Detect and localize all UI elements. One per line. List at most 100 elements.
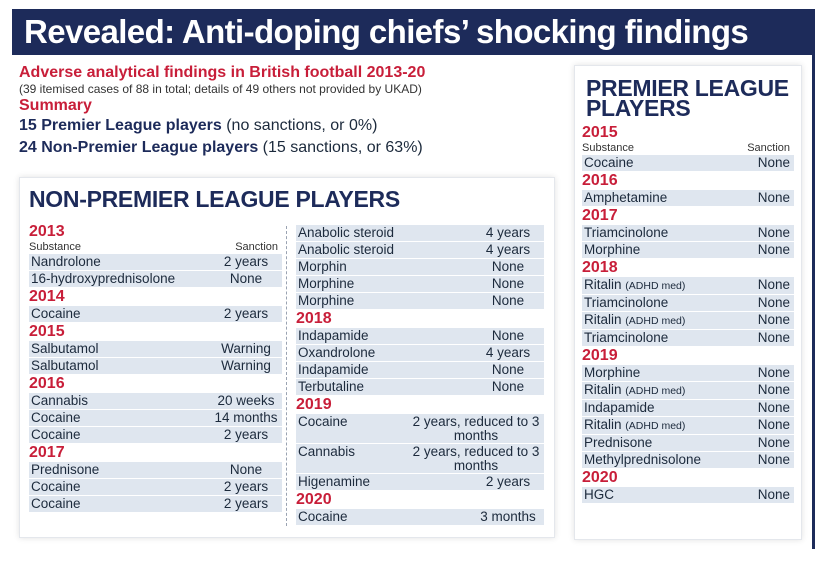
- year-label: 2019: [296, 396, 332, 413]
- frame-border: [812, 9, 815, 549]
- sanction-cell: 2 years, reduced to 3 months: [412, 414, 540, 443]
- substance-cell: Terbutaline: [298, 379, 364, 395]
- substance-name: Cocaine: [31, 427, 81, 442]
- table-row: Nandrolone 2 years: [29, 254, 282, 270]
- non-premier-column-1: 2013 Substance Sanction Nandrolone 2 years 16…: [29, 223, 282, 513]
- non-premier-column-2: Anabolic steroid 4 years Anabolic steroid 4…: [296, 225, 544, 526]
- non-premier-title: NON-PREMIER LEAGUE PLAYERS: [29, 186, 400, 212]
- sanction-cell: 4 years: [485, 225, 531, 240]
- sanction-cell: None: [491, 276, 525, 291]
- substance-cell: Morphine: [584, 242, 640, 258]
- substance-name: Prednisone: [31, 462, 100, 477]
- substance-note: (ADHD med): [625, 420, 686, 432]
- table-row: Morphine None: [296, 276, 544, 292]
- substance-name: Methylprednisolone: [584, 452, 702, 467]
- substance-cell: Triamcinolone: [584, 330, 668, 346]
- sanction-cell: None: [491, 379, 525, 394]
- table-row: Ritalin (ADHD med) None: [582, 417, 794, 434]
- substance-name: Salbutamol: [31, 341, 99, 356]
- year-label: 2017: [582, 207, 618, 224]
- sanction-cell: 2 years: [223, 306, 269, 321]
- substance-name: Indapamide: [298, 362, 369, 377]
- substance-name: Cocaine: [31, 306, 81, 321]
- sanction-cell: None: [229, 271, 263, 286]
- substance-cell: Cocaine: [31, 496, 81, 512]
- substance-name: Ritalin: [584, 277, 622, 292]
- substance-cell: Ritalin (ADHD med): [584, 382, 685, 399]
- substance-name: Cannabis: [31, 393, 89, 408]
- substance-name: HGC: [584, 487, 614, 502]
- substance-cell: 16-hydroxyprednisolone: [31, 271, 175, 287]
- table-row: Amphetamine None: [582, 190, 794, 206]
- substance-name: Morphine: [584, 365, 641, 380]
- sanction-cell: None: [491, 328, 525, 343]
- table-row: Morphine None: [582, 242, 794, 258]
- table-row: Triamcinolone None: [582, 330, 794, 346]
- sanction-cell: None: [757, 417, 790, 432]
- substance-name: Salbutamol: [31, 358, 99, 373]
- year-label: 2018: [582, 259, 618, 276]
- substance-cell: Ritalin (ADHD med): [584, 417, 685, 434]
- sanction-cell: 4 years: [485, 242, 531, 257]
- table-row: Morphine None: [582, 365, 794, 381]
- substance-name: Ritalin: [584, 417, 622, 432]
- substance-name: Triamcinolone: [584, 225, 669, 240]
- premier-league-panel: PREMIER LEAGUE PLAYERS 2015 Substance Sanc…: [574, 65, 802, 540]
- table-row: Cannabis 2 years, reduced to 3 months: [296, 444, 544, 473]
- table-row: Prednisone None: [29, 462, 282, 478]
- substance-cell: Oxandrolone: [298, 345, 375, 361]
- sanction-cell: None: [757, 435, 790, 450]
- sanction-header: Sanction: [747, 142, 790, 154]
- substance-name: Triamcinolone: [584, 295, 669, 310]
- substance-cell: Prednisone: [31, 462, 99, 478]
- table-row: 16-hydroxyprednisolone None: [29, 271, 282, 287]
- sanction-header: Sanction: [235, 241, 278, 253]
- column-header: Substance Sanction: [582, 142, 794, 155]
- table-row: Cannabis 20 weeks: [29, 393, 282, 409]
- table-row: Morphin None: [296, 259, 544, 275]
- table-row: Cocaine 2 years: [29, 496, 282, 512]
- year-label: 2020: [582, 469, 618, 486]
- year-label: 2015: [582, 124, 618, 141]
- year-label: 2015: [29, 323, 65, 340]
- substance-name: Morphin: [298, 259, 347, 274]
- substance-name: Ritalin: [584, 382, 622, 397]
- sanction-cell: None: [757, 487, 790, 502]
- substance-header: Substance: [29, 241, 81, 253]
- substance-name: Triamcinolone: [584, 330, 669, 345]
- substance-cell: Prednisone: [584, 435, 652, 451]
- premier-title: PREMIER LEAGUE PLAYERS: [586, 75, 789, 121]
- substance-cell: Morphine: [298, 293, 354, 309]
- substance-cell: Indapamide: [298, 362, 369, 378]
- substance-name: 16-hydroxyprednisolone: [31, 271, 176, 286]
- substance-cell: Cocaine: [298, 509, 348, 525]
- table-row: Cocaine 2 years: [29, 306, 282, 322]
- table-row: Ritalin (ADHD med) None: [582, 312, 794, 329]
- substance-name: Nandrolone: [31, 254, 101, 269]
- sanction-cell: None: [757, 277, 790, 292]
- year-label: 2017: [29, 444, 65, 461]
- sanction-cell: None: [491, 293, 525, 308]
- substance-name: Cocaine: [31, 479, 81, 494]
- table-row: Ritalin (ADHD med) None: [582, 382, 794, 399]
- substance-cell: Cocaine: [31, 479, 81, 495]
- table-row: Triamcinolone None: [582, 295, 794, 311]
- year-label: 2019: [582, 347, 618, 364]
- table-row: Salbutamol Warning: [29, 341, 282, 357]
- table-row: Anabolic steroid 4 years: [296, 225, 544, 241]
- year-label: 2014: [29, 288, 65, 305]
- substance-name: Indapamide: [298, 328, 369, 343]
- sanction-cell: 20 weeks: [217, 393, 275, 408]
- substance-name: Morphine: [298, 293, 355, 308]
- substance-cell: Indapamide: [584, 400, 655, 416]
- column-header: Substance Sanction: [29, 241, 282, 254]
- table-row: Cocaine 14 months: [29, 410, 282, 426]
- substance-cell: Cocaine: [31, 410, 81, 426]
- substance-note: (ADHD med): [625, 280, 686, 292]
- intro-title: Adverse analytical findings in British f…: [19, 64, 426, 81]
- sanction-cell: None: [757, 225, 790, 240]
- sanction-cell: None: [229, 462, 263, 477]
- sanction-cell: 2 years: [223, 254, 269, 269]
- sanction-cell: None: [491, 259, 525, 274]
- sanction-cell: 14 months: [214, 410, 278, 425]
